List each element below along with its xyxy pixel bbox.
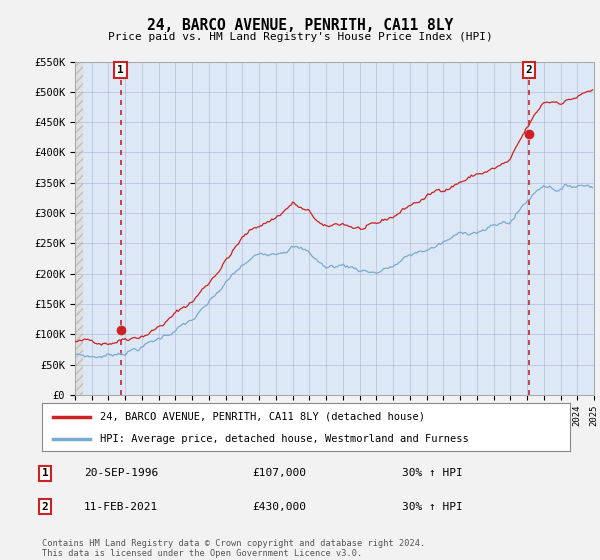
Text: 1: 1 <box>41 468 49 478</box>
Text: Price paid vs. HM Land Registry's House Price Index (HPI): Price paid vs. HM Land Registry's House … <box>107 32 493 42</box>
Text: 11-FEB-2021: 11-FEB-2021 <box>84 502 158 512</box>
Text: 24, BARCO AVENUE, PENRITH, CA11 8LY: 24, BARCO AVENUE, PENRITH, CA11 8LY <box>147 18 453 33</box>
Text: Contains HM Land Registry data © Crown copyright and database right 2024.
This d: Contains HM Land Registry data © Crown c… <box>42 539 425 558</box>
Text: 30% ↑ HPI: 30% ↑ HPI <box>402 502 463 512</box>
Text: £430,000: £430,000 <box>252 502 306 512</box>
Bar <box>67 62 83 395</box>
Text: HPI: Average price, detached house, Westmorland and Furness: HPI: Average price, detached house, West… <box>100 434 469 444</box>
Text: 2: 2 <box>41 502 49 512</box>
Text: 30% ↑ HPI: 30% ↑ HPI <box>402 468 463 478</box>
Text: £107,000: £107,000 <box>252 468 306 478</box>
Text: 20-SEP-1996: 20-SEP-1996 <box>84 468 158 478</box>
Text: 2: 2 <box>526 65 532 75</box>
Text: 1: 1 <box>117 65 124 75</box>
Text: 24, BARCO AVENUE, PENRITH, CA11 8LY (detached house): 24, BARCO AVENUE, PENRITH, CA11 8LY (det… <box>100 412 425 422</box>
